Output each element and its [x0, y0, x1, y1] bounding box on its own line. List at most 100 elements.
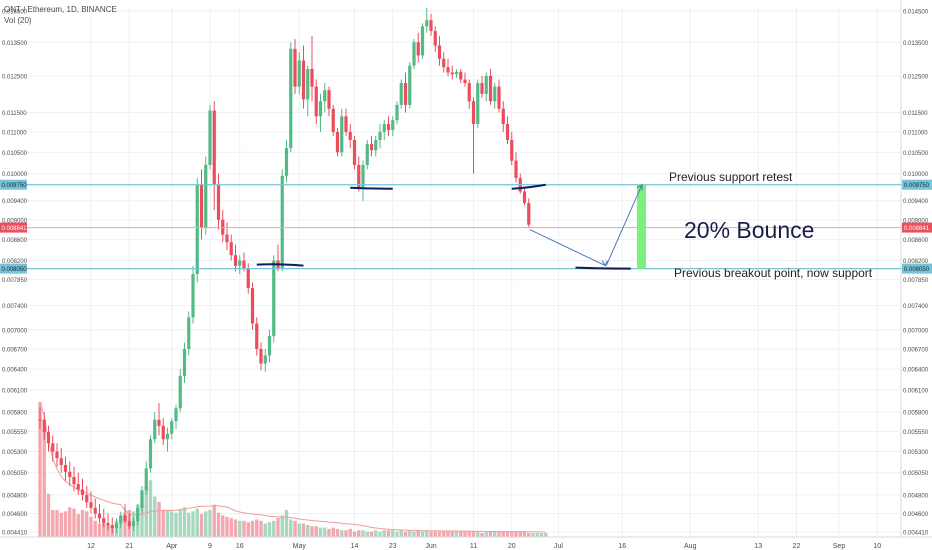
- left-tick-17: 0.005800: [2, 411, 28, 417]
- candle-body-71: [340, 116, 344, 153]
- horizontal-levels[interactable]: [0, 184, 932, 270]
- candlestick-series: [38, 8, 531, 534]
- right-tick-16: 0.006100: [903, 389, 929, 395]
- volume-bar-101: [467, 531, 471, 537]
- left-tick-22: 0.004600: [2, 512, 28, 518]
- left-tick-0: 0.014500: [2, 10, 28, 16]
- time-tick-10: 20: [508, 543, 516, 550]
- arrow-up-line[interactable]: [605, 184, 643, 266]
- right-tick-7: 0.009400: [903, 199, 929, 205]
- time-tick-16: Sep: [833, 543, 846, 550]
- left-price-label-bg-1: [0, 222, 27, 233]
- candle-body-2: [46, 432, 51, 444]
- support-scribble-3[interactable]: [575, 266, 631, 270]
- candle-body-77: [365, 144, 369, 165]
- left-tick-14: 0.006700: [2, 347, 28, 353]
- volume-bar-27: [153, 496, 157, 537]
- volume-bar-80: [378, 531, 382, 537]
- support-scribble-1[interactable]: [350, 186, 393, 190]
- candle-body-49: [246, 268, 250, 289]
- left-tick-11: 0.007850: [2, 278, 28, 284]
- candle-body-46: [233, 255, 238, 266]
- volume-bar-88: [412, 531, 416, 537]
- left-price-label-bg-2: [0, 263, 27, 274]
- volume-bar-116: [531, 532, 535, 537]
- candle-body-50: [250, 288, 255, 324]
- volume-bar-4: [55, 510, 59, 537]
- volume-bar-16: [106, 524, 110, 537]
- candle-body-7: [68, 471, 72, 478]
- volume-bar-31: [170, 511, 174, 537]
- candle-body-101: [467, 83, 471, 102]
- volume-bar-98: [454, 531, 459, 537]
- volume-bar-107: [493, 531, 497, 537]
- volume-bar-117: [535, 532, 539, 537]
- candle-body-37: [195, 184, 199, 275]
- candle-body-6: [63, 464, 68, 472]
- volume-bar-11: [85, 511, 89, 537]
- candle-body-35: [187, 317, 191, 349]
- left-tick-16: 0.006100: [2, 389, 28, 395]
- left-tick-10: 0.008200: [2, 259, 28, 265]
- right-tick-1: 0.013500: [903, 41, 929, 47]
- volume-bar-94: [437, 531, 442, 537]
- right-tick-17: 0.005800: [903, 411, 929, 417]
- candle-body-80: [378, 131, 382, 140]
- candle-body-75: [357, 164, 361, 187]
- time-tick-17: 10: [873, 543, 881, 550]
- volume-bar-7: [68, 507, 72, 537]
- left-tick-6: 0.010000: [2, 172, 28, 178]
- right-price-label-2: 0.008050: [904, 267, 930, 273]
- volume-bar-43: [221, 515, 225, 537]
- volume-bar-100: [463, 531, 467, 537]
- volume-bar-44: [225, 516, 229, 537]
- volume-bar-3: [51, 510, 55, 537]
- volume-bar-58: [284, 510, 289, 537]
- candle-body-48: [242, 260, 246, 269]
- candle-body-3: [51, 443, 55, 452]
- volume-bar-54: [267, 522, 272, 537]
- arrow-down-head[interactable]: [601, 260, 608, 267]
- breakout-scribble[interactable]: [256, 263, 304, 267]
- right-tick-18: 0.005550: [903, 430, 929, 436]
- candle-body-13: [93, 507, 97, 514]
- right-tick-2: 0.012500: [903, 74, 929, 80]
- user-drawings[interactable]: [256, 183, 646, 270]
- volume-bar-25: [144, 485, 148, 537]
- candle-body-34: [182, 348, 187, 376]
- time-tick-4: 16: [236, 543, 244, 550]
- candle-body-27: [153, 419, 157, 440]
- volume-bar-118: [539, 532, 544, 537]
- arrow-down-line[interactable]: [529, 229, 606, 267]
- time-axis[interactable]: 12 21 Apr 9 16 May 14 23 Jun 11 20 Jul 16 Aug 13 22 Sep 1…: [0, 536, 932, 550]
- time-tick-2: Apr: [166, 543, 178, 550]
- right-tick-23: 0.004410: [903, 531, 929, 537]
- volume-bar-50: [250, 520, 255, 537]
- support-scribble-2[interactable]: [511, 183, 546, 190]
- arrow-up-head[interactable]: [636, 183, 643, 191]
- volume-bar-2: [46, 493, 51, 537]
- candle-body-115: [527, 203, 531, 225]
- bounce-box[interactable]: [637, 184, 646, 269]
- volume-bar-39: [204, 511, 208, 537]
- volume-bar-28: [157, 501, 161, 537]
- left-tick-23: 0.004410: [2, 531, 28, 537]
- volume-bar-105: [484, 531, 488, 537]
- candle-body-86: [403, 83, 408, 105]
- volume-bar-1: [42, 429, 46, 537]
- volume-bar-96: [446, 531, 450, 537]
- chart-header: ONT / Ethereum, 1D, BINANCE Vol (20): [4, 4, 117, 26]
- candle-body-72: [344, 116, 348, 132]
- left-tick-2: 0.012500: [2, 74, 28, 80]
- right-price-axis[interactable]: 0.014500 0.013500 0.012500 0.011500 0.011000…: [900, 0, 932, 537]
- candle-body-103: [476, 83, 480, 125]
- volume-bars: [38, 401, 548, 537]
- volume-bar-14: [97, 523, 102, 537]
- candle-body-64: [310, 69, 314, 87]
- right-tick-3: 0.011500: [903, 111, 928, 117]
- candle-body-58: [284, 148, 289, 176]
- volume-bar-82: [386, 530, 391, 537]
- candle-body-87: [408, 65, 412, 105]
- volume-bar-42: [216, 512, 221, 537]
